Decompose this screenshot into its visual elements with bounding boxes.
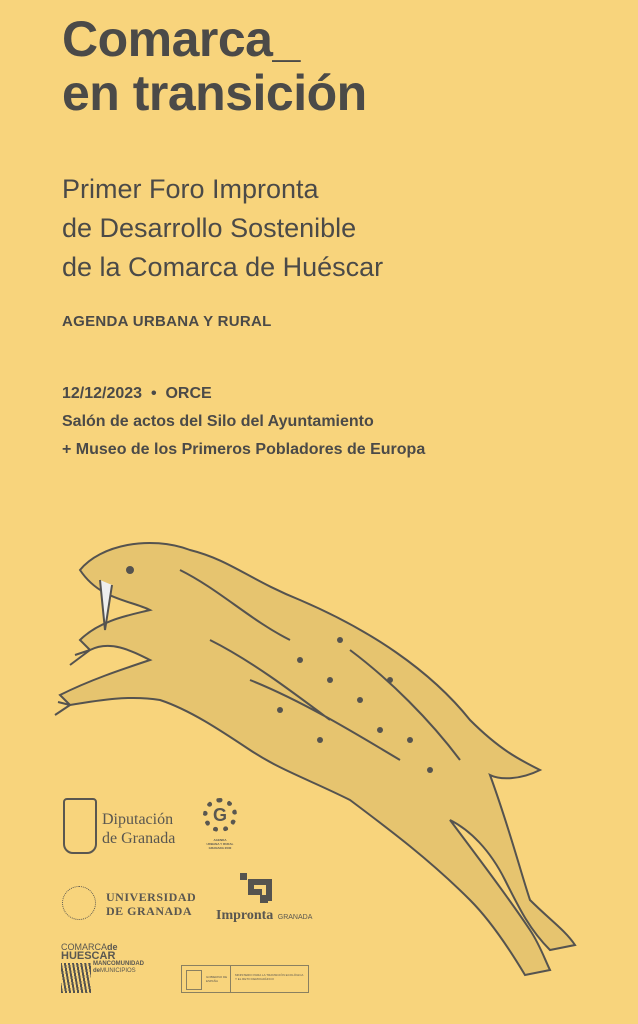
comarca-word: COMARCA bbox=[61, 942, 108, 952]
logo-comarca-huescar: COMARCAde HUESCAR MANCOMUNIDAD deMUNICIP… bbox=[61, 942, 144, 975]
subtitle-line-1: Primer Foro Impronta bbox=[62, 174, 319, 204]
comarca-huescar: HUESCAR bbox=[61, 950, 116, 962]
event-date: 12/12/2023 bbox=[62, 385, 143, 402]
title-line-2: en transición bbox=[62, 65, 367, 121]
comarca-pattern-icon bbox=[61, 963, 91, 993]
event-info: 12/12/2023 • ORCE Salón de actos del Sil… bbox=[62, 380, 425, 464]
comarca-mancomunidad: MANCOMUNIDAD bbox=[93, 961, 144, 967]
logo-impronta: Impronta GRANADA bbox=[216, 906, 312, 924]
agenda-label: AGENDA URBANA Y RURAL bbox=[62, 313, 272, 330]
impronta-city: GRANADA bbox=[277, 914, 313, 921]
sabertooth-cat-illustration bbox=[54, 541, 577, 977]
universidad-line-2: DE GRANADA bbox=[106, 904, 192, 918]
event-place: ORCE bbox=[165, 385, 212, 402]
universidad-line-1: UNIVERSIDAD bbox=[106, 890, 197, 904]
agenda-logo-line-1: AGENDA bbox=[213, 838, 227, 842]
comarca-municipios: MUNICIPIOS bbox=[100, 968, 136, 974]
universidad-seal-icon bbox=[62, 886, 96, 920]
agenda-logo-line-2: URBANA Y RURAL bbox=[206, 842, 234, 846]
comarca-de: de bbox=[107, 942, 118, 952]
subtitle-line-3: de la Comarca de Huéscar bbox=[62, 252, 384, 282]
impronta-name: Impronta bbox=[216, 908, 274, 923]
event-venue-1: Salón de actos del Silo del Ayuntamiento bbox=[62, 413, 374, 430]
poster-title: Comarca_ en transición bbox=[62, 12, 367, 120]
impronta-logo-icon bbox=[240, 873, 272, 903]
poster-subtitle: Primer Foro Impronta de Desarrollo Soste… bbox=[62, 170, 383, 287]
logo-gobierno-espana: GOBIERNO DE ESPAÑA MINISTERIO PARA LA TR… bbox=[181, 965, 309, 993]
event-venue-2: + Museo de los Primeros Pobladores de Eu… bbox=[62, 441, 426, 458]
agenda-logo-line-3: GRANADA 2030 bbox=[208, 846, 232, 850]
logo-agenda-urbana: AGENDA URBANA Y RURAL GRANADA 2030 bbox=[200, 838, 240, 850]
logo-diputacion: Diputación de Granada bbox=[102, 810, 175, 848]
subtitle-line-2: de Desarrollo Sostenible bbox=[62, 213, 357, 243]
diputacion-coat-of-arms-icon bbox=[63, 798, 97, 854]
separator: • bbox=[150, 385, 157, 402]
diputacion-line-2: de Granada bbox=[102, 830, 176, 847]
ministerio-label: MINISTERIO PARA LA TRANSICIÓN ECOLÓGICA … bbox=[230, 966, 308, 992]
spain-coat-of-arms-icon bbox=[186, 970, 202, 990]
diputacion-line-1: Diputación bbox=[102, 811, 174, 828]
agenda-urbana-logo-icon: G bbox=[203, 798, 237, 832]
title-line-1: Comarca_ bbox=[62, 11, 300, 67]
logo-universidad: UNIVERSIDAD DE GRANADA bbox=[106, 890, 196, 918]
comarca-de-2: de bbox=[93, 968, 101, 974]
gobierno-label: GOBIERNO DE ESPAÑA bbox=[206, 975, 228, 983]
agenda-logo-letter: G bbox=[212, 805, 227, 825]
